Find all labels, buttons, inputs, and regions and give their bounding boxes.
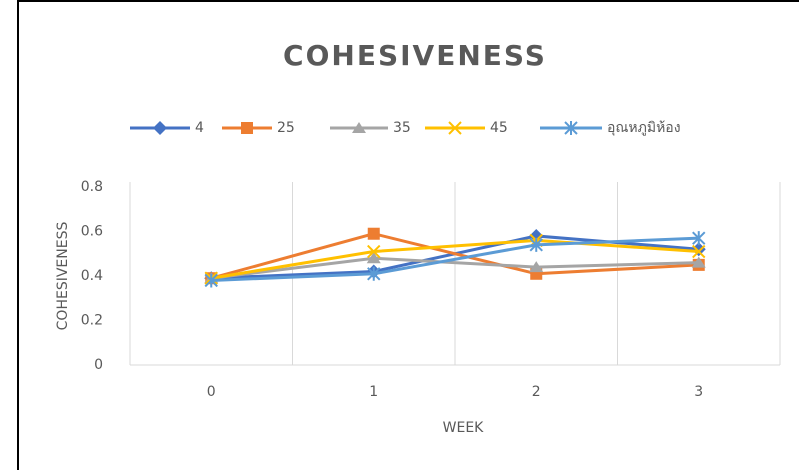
marker-shape — [241, 122, 253, 134]
y-tick-label: 0.4 — [81, 268, 103, 284]
page: {"chart_data": {"type": "line", "title":… — [0, 0, 799, 470]
legend-label: 35 — [393, 120, 411, 136]
chart-title: COHESIVENESS — [283, 39, 547, 72]
marker — [153, 121, 167, 135]
marker-shape — [368, 228, 380, 240]
x-tick-label: 0 — [207, 384, 216, 400]
marker — [241, 122, 253, 134]
legend-label: 4 — [195, 120, 204, 136]
y-tick-label: 0.8 — [81, 179, 103, 195]
x-tick-label: 1 — [369, 384, 378, 400]
y-axis-label: COHESIVENESS — [55, 222, 71, 331]
chart: COHESIVENESS WEEK COHESIVENESS 0 0.2 0.4 0.… — [0, 0, 799, 470]
marker-shape — [153, 121, 167, 135]
y-tick-label: 0 — [94, 357, 103, 373]
x-tick-label: 3 — [694, 384, 703, 400]
y-tick-label: 0.6 — [81, 224, 103, 240]
x-axis-label: WEEK — [443, 420, 485, 436]
legend-label: อุณหภูมิห้อง — [607, 120, 681, 136]
legend-label: 25 — [277, 120, 295, 136]
marker — [368, 228, 380, 240]
legend-label: 45 — [490, 120, 508, 136]
y-tick-label: 0.2 — [81, 313, 103, 329]
x-tick-label: 2 — [532, 384, 541, 400]
